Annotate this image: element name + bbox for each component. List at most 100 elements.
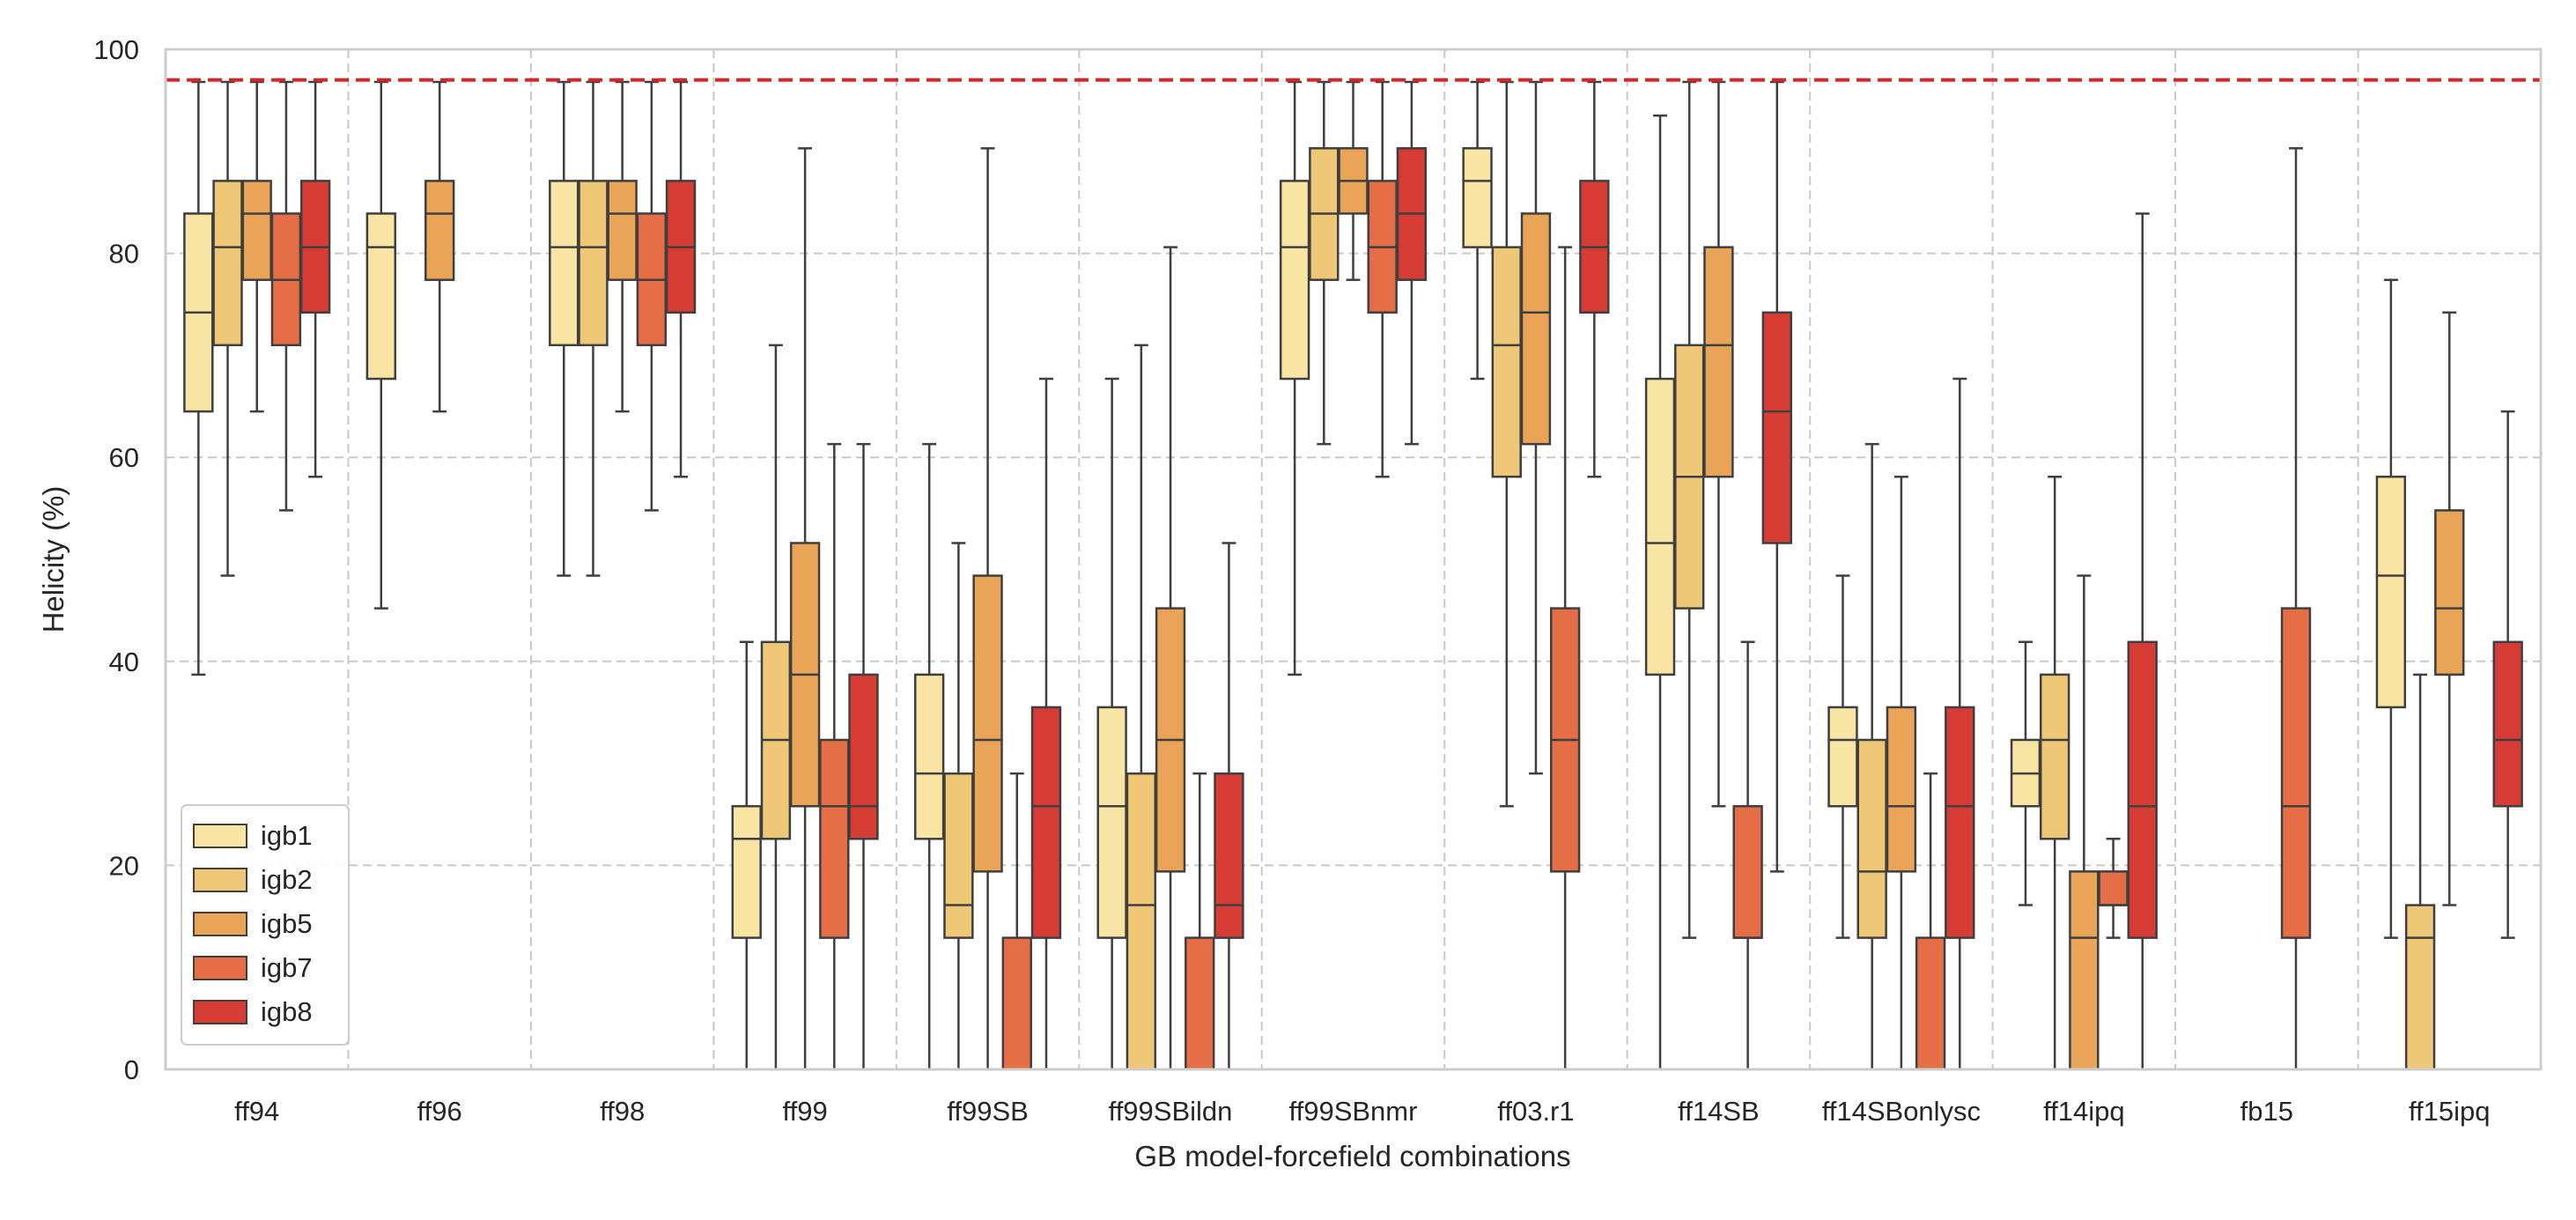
box-iqr [943, 772, 974, 939]
box-iqr [1001, 936, 1032, 1071]
box-ff14ipq-igb7 [2098, 838, 2129, 939]
plot-frame [164, 48, 2543, 1071]
box-iqr [1945, 706, 1975, 939]
box-iqr [1462, 147, 1493, 248]
boxes [183, 80, 2523, 1071]
box-ff99-igb5 [789, 147, 821, 1071]
box-ff98-igb8 [665, 80, 697, 478]
box-iqr [1214, 772, 1244, 939]
box-iqr [241, 180, 272, 281]
x-tick-label: ff96 [417, 1096, 462, 1127]
box-iqr [424, 180, 455, 281]
box-iqr [1491, 246, 1522, 478]
box-ff99SB-igb8 [1030, 377, 1062, 1071]
legend-item-igb5[interactable]: igb5 [193, 908, 313, 939]
x-tick-label: ff14SB [1678, 1096, 1760, 1127]
x-tick-label: fb15 [2240, 1096, 2293, 1127]
box-iqr [2039, 673, 2070, 840]
box-iqr [1703, 246, 1734, 478]
box-iqr [1644, 377, 1676, 677]
legend-item-igb8[interactable]: igb8 [193, 996, 313, 1027]
box-ff99SB-igb1 [914, 442, 945, 1071]
legend-swatch [193, 1000, 247, 1024]
box-iqr [1761, 311, 1792, 544]
box-iqr [1732, 804, 1763, 939]
box-ff14SB-igb1 [1644, 115, 1676, 1071]
box-iqr [1126, 772, 1157, 1071]
box-ff03.r1-igb5 [1520, 80, 1552, 775]
box-iqr [2404, 904, 2436, 1071]
box-ff99SBildn-igb2 [1126, 344, 1157, 1071]
box-ff99SBnmr-igb2 [1309, 80, 1340, 446]
box-ff99SBnmr-igb5 [1338, 80, 1369, 281]
box-ff14ipq-igb1 [2010, 640, 2041, 906]
legend-item-igb1[interactable]: igb1 [193, 820, 313, 851]
box-iqr [2375, 475, 2407, 709]
box-ff99-igb1 [731, 640, 762, 1071]
box-ff03.r1-igb1 [1462, 80, 1493, 381]
box-ff99SB-igb5 [972, 147, 1003, 1071]
legend[interactable]: igb1 igb2 igb5 igb7 igb8 [181, 804, 350, 1046]
box-iqr [972, 574, 1003, 873]
box-ff99SBnmr-igb1 [1279, 80, 1310, 677]
box-ff15ipq-igb1 [2375, 278, 2407, 939]
legend-item-igb2[interactable]: igb2 [193, 864, 313, 895]
legend-swatch [193, 956, 247, 980]
x-tick-label: ff99SB [947, 1096, 1029, 1127]
y-tick-label: 80 [109, 239, 139, 270]
x-tick-label: ff94 [234, 1096, 279, 1127]
x-tick-label: ff14ipq [2043, 1096, 2125, 1127]
x-axis-label: GB model-forcefield combinations [1134, 1140, 1570, 1172]
box-iqr [549, 180, 579, 347]
y-tick-label: 20 [109, 850, 139, 881]
y-tick-label: 0 [124, 1054, 139, 1085]
box-ff99-igb7 [819, 442, 850, 1071]
box-iqr [819, 738, 850, 939]
box-iqr [1915, 936, 1946, 1071]
box-ff99SBildn-igb5 [1155, 246, 1186, 1071]
box-ff14SBonlysc-igb2 [1856, 442, 1887, 1071]
box-iqr [1030, 706, 1062, 939]
box-ff14SB-igb7 [1732, 640, 1763, 1071]
legend-label: igb7 [261, 952, 313, 983]
x-tick-label: ff14SBonlysc [1822, 1096, 1981, 1127]
box-ff14ipq-igb2 [2039, 475, 2070, 1071]
box-iqr [2098, 870, 2129, 906]
x-tick-label: ff99SBildn [1109, 1096, 1233, 1127]
legend-swatch [193, 868, 247, 892]
box-ff98-igb5 [607, 80, 638, 413]
box-ff15ipq-igb5 [2434, 311, 2465, 906]
box-iqr [1827, 706, 1858, 808]
box-iqr [1886, 706, 1917, 873]
legend-item-igb7[interactable]: igb7 [193, 952, 313, 983]
legend-swatch [193, 912, 247, 936]
box-ff98-igb7 [636, 80, 668, 512]
box-ff98-igb1 [549, 80, 579, 577]
x-tick-label: ff99 [783, 1096, 828, 1127]
box-iqr [2492, 640, 2523, 808]
box-ff98-igb2 [578, 80, 609, 577]
box-ff14SBonlysc-igb1 [1827, 574, 1858, 939]
box-ff14ipq-igb8 [2127, 212, 2158, 1071]
legend-label: igb1 [261, 820, 313, 851]
legend-label: igb8 [261, 996, 313, 1027]
box-ff99SBnmr-igb7 [1367, 80, 1398, 478]
box-fb15-igb7 [2280, 147, 2312, 1071]
box-ff14SB-igb2 [1674, 80, 1705, 939]
box-iqr [365, 212, 396, 381]
x-tick-label: ff15ipq [2409, 1096, 2491, 1127]
legend-label: igb2 [261, 864, 313, 895]
box-ff99SB-igb2 [943, 542, 974, 1071]
grid [166, 49, 2541, 1069]
box-iqr [2127, 640, 2158, 939]
y-tick-label: 40 [109, 647, 139, 677]
box-iqr [212, 180, 243, 347]
box-ff99SBildn-igb8 [1214, 542, 1244, 1071]
box-ff94-igb7 [270, 80, 302, 512]
x-tick-label: ff99SBnmr [1289, 1096, 1418, 1127]
box-ff96-igb1 [365, 80, 396, 610]
box-iqr [2280, 607, 2312, 939]
x-tick-label: ff03.r1 [1497, 1096, 1574, 1127]
box-ff14SBonlysc-igb8 [1945, 377, 1975, 1071]
